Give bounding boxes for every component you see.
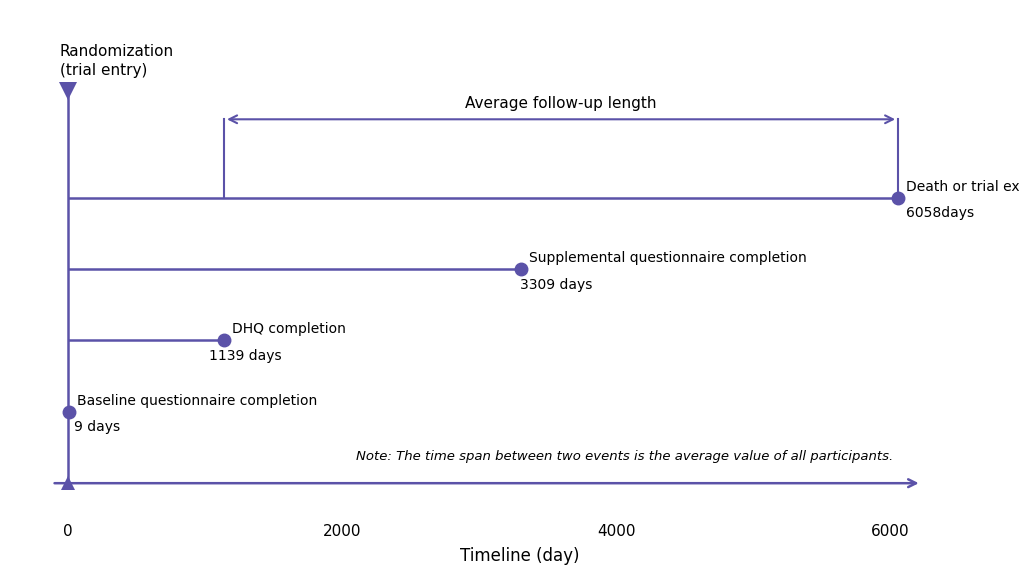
Text: Death or trial exit: Death or trial exit xyxy=(905,180,1019,194)
Text: DHQ completion: DHQ completion xyxy=(231,322,345,336)
Text: 3309 days: 3309 days xyxy=(520,278,592,292)
Text: Note: The time span between two events is the average value of all participants.: Note: The time span between two events i… xyxy=(356,449,893,462)
X-axis label: Timeline (day): Timeline (day) xyxy=(460,547,580,565)
Text: 1139 days: 1139 days xyxy=(209,349,281,363)
Text: 9 days: 9 days xyxy=(74,420,120,434)
Text: Supplemental questionnaire completion: Supplemental questionnaire completion xyxy=(529,251,806,265)
Text: Randomization
(trial entry): Randomization (trial entry) xyxy=(60,44,174,78)
Text: Baseline questionnaire completion: Baseline questionnaire completion xyxy=(76,394,317,408)
Text: 6058days: 6058days xyxy=(905,206,973,220)
Text: Average follow-up length: Average follow-up length xyxy=(465,96,656,111)
